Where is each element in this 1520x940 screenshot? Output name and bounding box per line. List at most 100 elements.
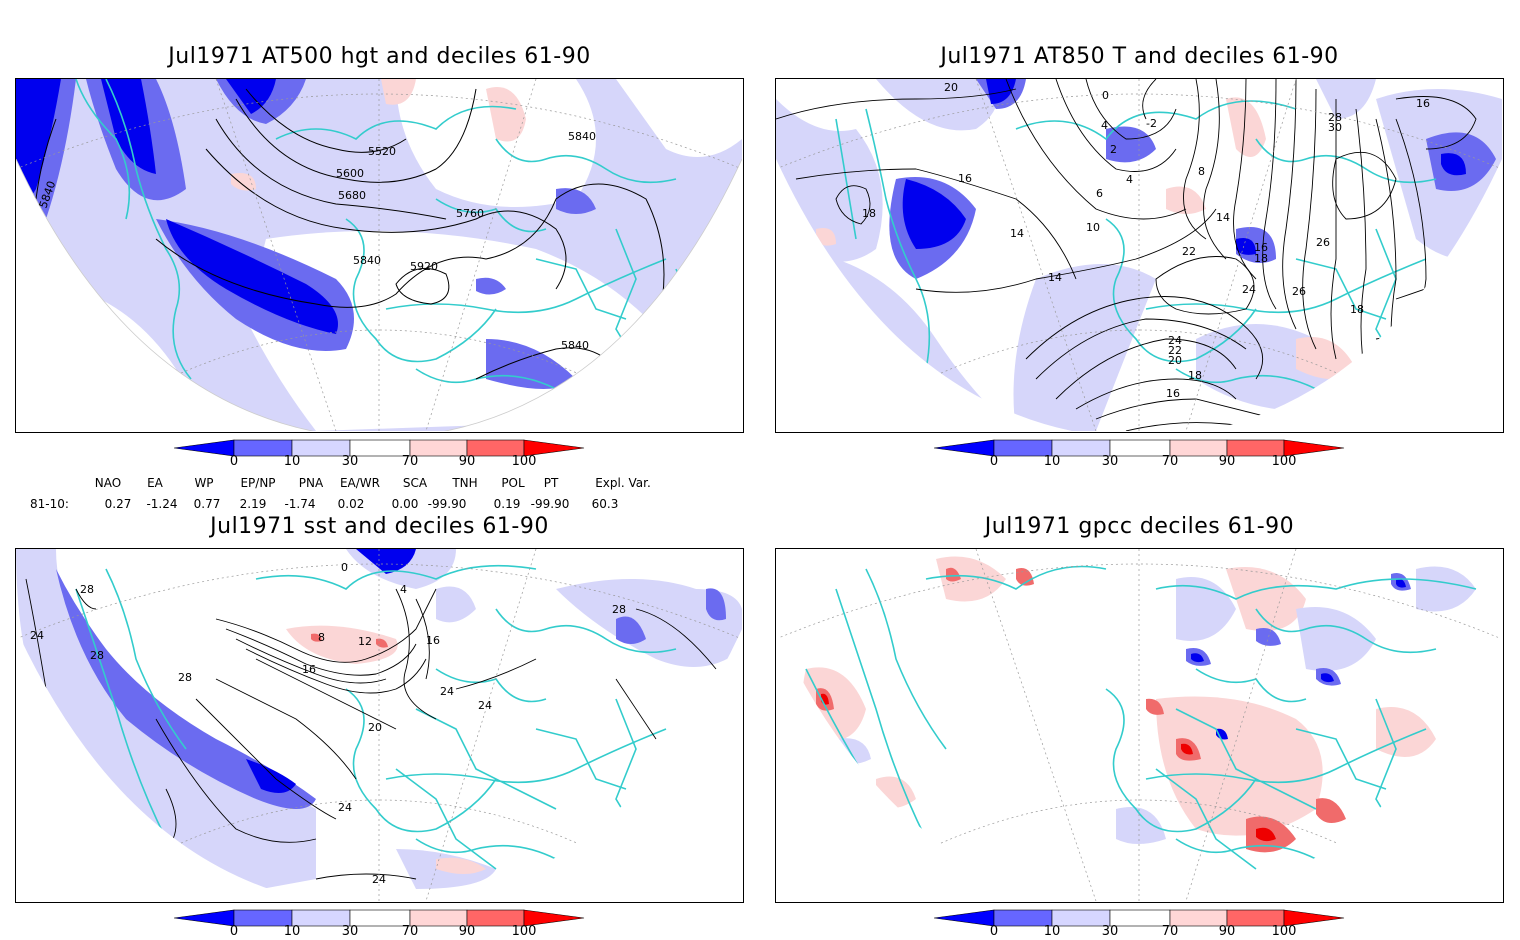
colorbar-tick: 70 [1161, 454, 1179, 469]
map-panel-at500: 5520 5600 5680 5760 5840 5840 5920 5840 … [15, 78, 744, 433]
contour-label: 8 [318, 631, 325, 644]
contour-label: 5840 [568, 130, 596, 143]
colorbar-tick: 70 [1161, 924, 1179, 939]
colorbar-segment [1283, 439, 1345, 457]
colorbar-top-right: 0 10 30 70 90 100 [933, 438, 1346, 478]
index-value: -1.74 [284, 497, 316, 511]
colorbar-tick: 100 [511, 454, 537, 469]
contour-label: 0 [341, 561, 348, 574]
contour-label: 5760 [456, 207, 484, 220]
contour-label: 5600 [336, 167, 364, 180]
colorbar-tick: 70 [401, 924, 419, 939]
index-name: WP [194, 476, 214, 490]
index-value: -99.90 [530, 497, 570, 511]
contour-label: 28 [1328, 111, 1342, 124]
index-value: 0.00 [391, 497, 419, 511]
index-name: TNH [452, 476, 478, 490]
colorbar-tick: 30 [341, 924, 359, 939]
contour-label: 14 [1010, 227, 1024, 240]
contour-label: 30 [1328, 121, 1342, 134]
colorbar-segment [933, 439, 995, 457]
contour-label: 16 [426, 634, 440, 647]
map-panel-sst: 28 28 24 28 16 12 8 4 0 20 24 24 24 16 2… [15, 548, 744, 903]
panel-title-at500: Jul1971 AT500 hgt and deciles 61-90 [168, 44, 591, 69]
map-panel-at850: 14 16 18 20 10 6 4 2 0 -2 4 8 14 16 18 2… [775, 78, 1504, 433]
contour-label: 28 [80, 583, 94, 596]
contour-label: 20 [368, 721, 382, 734]
index-value: -1.24 [146, 497, 178, 511]
index-name: POL [501, 476, 525, 490]
contour-label: 22 [1168, 344, 1182, 357]
contour-label: 24 [1168, 334, 1182, 347]
panel-title-gpcc: Jul1971 gpcc deciles 61-90 [984, 514, 1295, 539]
index-name: PT [543, 476, 559, 490]
index-name: NAO [94, 476, 122, 490]
contour-label: 24 [338, 801, 352, 814]
contour-label: 14 [1048, 271, 1062, 284]
colorbar-tick: 100 [511, 924, 537, 939]
colorbar-tick: 10 [1043, 454, 1061, 469]
index-value: 0.02 [337, 497, 365, 511]
colorbar-tick: 90 [1218, 924, 1236, 939]
colorbar-segment [523, 439, 585, 457]
contour-label: 20 [1168, 354, 1182, 367]
contour-label: 12 [358, 635, 372, 648]
contour-label: 24 [440, 685, 454, 698]
contour-label: 26 [1292, 285, 1306, 298]
colorbar-tick: 30 [1101, 454, 1119, 469]
index-value: 0.27 [104, 497, 132, 511]
contour-label: 14 [1216, 211, 1230, 224]
contour-label: 28 [90, 649, 104, 662]
colorbar-tick: 90 [1218, 454, 1236, 469]
contour-label: 5680 [338, 189, 366, 202]
colorbar-tick: 0 [989, 924, 999, 939]
index-value: -99.90 [427, 497, 467, 511]
colorbar-top-left: 0 10 30 70 90 100 [173, 438, 586, 478]
colorbar-tick: 10 [283, 924, 301, 939]
contour-label: 4 [1126, 173, 1133, 186]
contour-label: 16 [1254, 241, 1268, 254]
contour-label: 4 [400, 583, 407, 596]
contour-label: -2 [1146, 117, 1157, 130]
map-panel-gpcc [775, 548, 1504, 903]
colorbar-segment [1283, 909, 1345, 927]
contour-label: 2 [1110, 143, 1117, 156]
colorbar-tick: 100 [1271, 924, 1297, 939]
contour-label: 20 [944, 81, 958, 94]
colorbar-tick: 90 [458, 924, 476, 939]
contour-label: 5520 [368, 145, 396, 158]
colorbar-tick: 0 [229, 454, 239, 469]
colorbar-tick: 70 [401, 454, 419, 469]
contour-label: 18 [1350, 303, 1364, 316]
index-name: PNA [298, 476, 324, 490]
contour-label: 22 [1182, 245, 1196, 258]
contour-label: 6 [1096, 187, 1103, 200]
panel-title-sst: Jul1971 sst and deciles 61-90 [210, 514, 549, 539]
colorbar-tick: 100 [1271, 454, 1297, 469]
colorbar-tick: 0 [989, 454, 999, 469]
colorbar-tick: 30 [341, 454, 359, 469]
contour-label: 16 [1416, 97, 1430, 110]
colorbar-tick: 90 [458, 454, 476, 469]
contour-label: 5840 [353, 254, 381, 267]
colorbar-segment [173, 909, 235, 927]
contour-label: 18 [862, 207, 876, 220]
contour-label: 5840 [561, 339, 589, 352]
contour-label: 24 [1242, 283, 1256, 296]
colorbar-tick: 10 [1043, 924, 1061, 939]
index-value: 2.19 [239, 497, 267, 511]
colorbar-bottom-right: 0 10 30 70 90 100 [933, 908, 1346, 940]
contour-label: 24 [372, 873, 386, 886]
index-value: 0.77 [193, 497, 221, 511]
colorbar-segment [523, 909, 585, 927]
contour-label: 8 [1198, 165, 1205, 178]
colorbar-tick: 30 [1101, 924, 1119, 939]
contour-label: 28 [178, 671, 192, 684]
colorbar-segment [933, 909, 995, 927]
index-value: 60.3 [591, 497, 619, 511]
index-name: Expl. Var. [595, 476, 651, 490]
index-name: EA/WR [339, 476, 381, 490]
contour-label: 16 [1166, 387, 1180, 400]
index-row-label: 81-10: [30, 497, 69, 511]
index-value: 0.19 [493, 497, 521, 511]
